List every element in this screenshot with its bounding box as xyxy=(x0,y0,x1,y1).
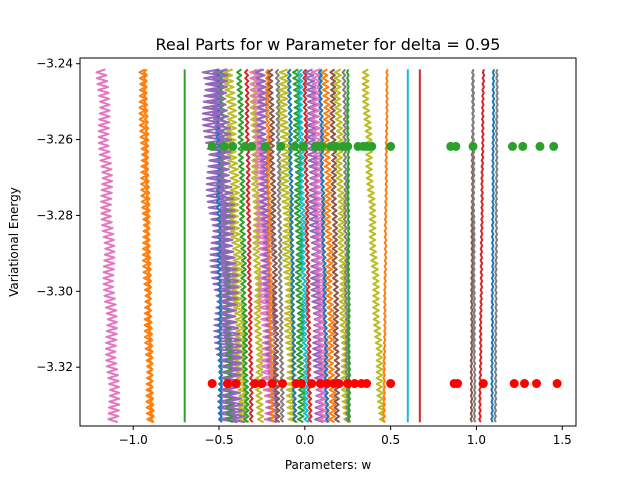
trace-line xyxy=(244,68,254,423)
x-tick-label: 0.5 xyxy=(381,433,400,447)
trace-line xyxy=(317,68,330,423)
green-point xyxy=(518,141,528,151)
red-point xyxy=(267,379,277,389)
green-point xyxy=(276,141,286,151)
trace-line xyxy=(329,68,341,424)
green-point xyxy=(535,141,545,151)
green-point xyxy=(240,141,250,151)
trace-line xyxy=(471,68,477,423)
red-point xyxy=(532,379,542,389)
red-point xyxy=(520,379,530,389)
red-point xyxy=(207,379,217,389)
trace-line xyxy=(254,68,279,424)
trace-line xyxy=(302,68,313,423)
green-point xyxy=(290,141,300,151)
red-point xyxy=(231,379,241,389)
trace-line xyxy=(223,68,249,424)
trace-line xyxy=(286,68,298,423)
x-axis-label: Parameters: w xyxy=(285,458,372,472)
x-tick-label: 0.0 xyxy=(295,433,314,447)
red-point xyxy=(322,379,332,389)
green-point xyxy=(451,141,461,151)
red-point xyxy=(334,379,344,389)
trace-line xyxy=(493,68,499,423)
red-point xyxy=(343,379,353,389)
red-point xyxy=(296,379,306,389)
trace-line xyxy=(249,68,265,424)
green-point xyxy=(317,141,327,151)
trace-line xyxy=(341,68,351,423)
green-point xyxy=(343,141,353,151)
y-axis-label: Variational Energy xyxy=(7,187,21,297)
x-axis-ticks: −1.0 −0.5 0.0 0.5 1.0 1.5 xyxy=(119,426,572,447)
x-tick-label: 1.5 xyxy=(553,433,572,447)
trace-line xyxy=(296,68,310,424)
y-tick-label: −3.32 xyxy=(36,360,73,374)
green-point xyxy=(207,141,217,151)
trace-line xyxy=(321,68,337,424)
trace-line xyxy=(291,68,306,424)
green-point xyxy=(331,141,341,151)
red-point xyxy=(552,379,562,389)
green-point xyxy=(260,141,270,151)
red-point xyxy=(453,379,463,389)
green-point xyxy=(507,141,517,151)
x-tick-label: −0.5 xyxy=(204,433,233,447)
x-tick-label: −1.0 xyxy=(119,433,148,447)
green-point xyxy=(367,141,377,151)
red-point xyxy=(478,379,488,389)
trace-line xyxy=(490,68,496,423)
trace-line xyxy=(210,68,246,424)
red-point xyxy=(386,379,396,389)
red-point xyxy=(223,379,233,389)
red-point xyxy=(278,379,288,389)
energy-traces xyxy=(95,68,499,424)
y-tick-label: −3.24 xyxy=(36,57,73,71)
red-point xyxy=(257,379,267,389)
trace-line xyxy=(142,68,155,423)
trace-line xyxy=(361,68,387,424)
trace-line xyxy=(264,68,275,423)
red-point xyxy=(307,379,317,389)
trace-line xyxy=(267,68,281,424)
red-point xyxy=(315,379,325,389)
trace-line xyxy=(277,68,299,424)
marker-points xyxy=(207,141,562,389)
green-point xyxy=(386,141,396,151)
green-point xyxy=(549,141,559,151)
green-point xyxy=(468,141,478,151)
trace-line xyxy=(478,68,486,423)
x-tick-label: 1.0 xyxy=(467,433,486,447)
red-point xyxy=(350,379,360,389)
trace-line xyxy=(214,68,224,423)
y-tick-label: −3.30 xyxy=(36,284,73,298)
red-point xyxy=(509,379,519,389)
trace-line xyxy=(346,68,352,423)
y-tick-label: −3.26 xyxy=(36,133,73,147)
trace-line xyxy=(382,68,389,423)
trace-line xyxy=(95,68,121,424)
green-point xyxy=(247,141,257,151)
green-point xyxy=(219,141,229,151)
green-point xyxy=(298,141,308,151)
trace-line xyxy=(274,68,285,423)
red-point xyxy=(250,379,260,389)
chart-title: Real Parts for w Parameter for delta = 0… xyxy=(156,35,501,54)
trace-line xyxy=(236,68,250,424)
y-axis-ticks: −3.24 −3.26 −3.28 −3.30 −3.32 xyxy=(36,57,80,374)
y-tick-label: −3.28 xyxy=(36,208,73,222)
trace-line xyxy=(303,68,326,424)
plot-frame xyxy=(79,57,577,427)
green-point xyxy=(228,141,238,151)
red-point xyxy=(362,379,372,389)
